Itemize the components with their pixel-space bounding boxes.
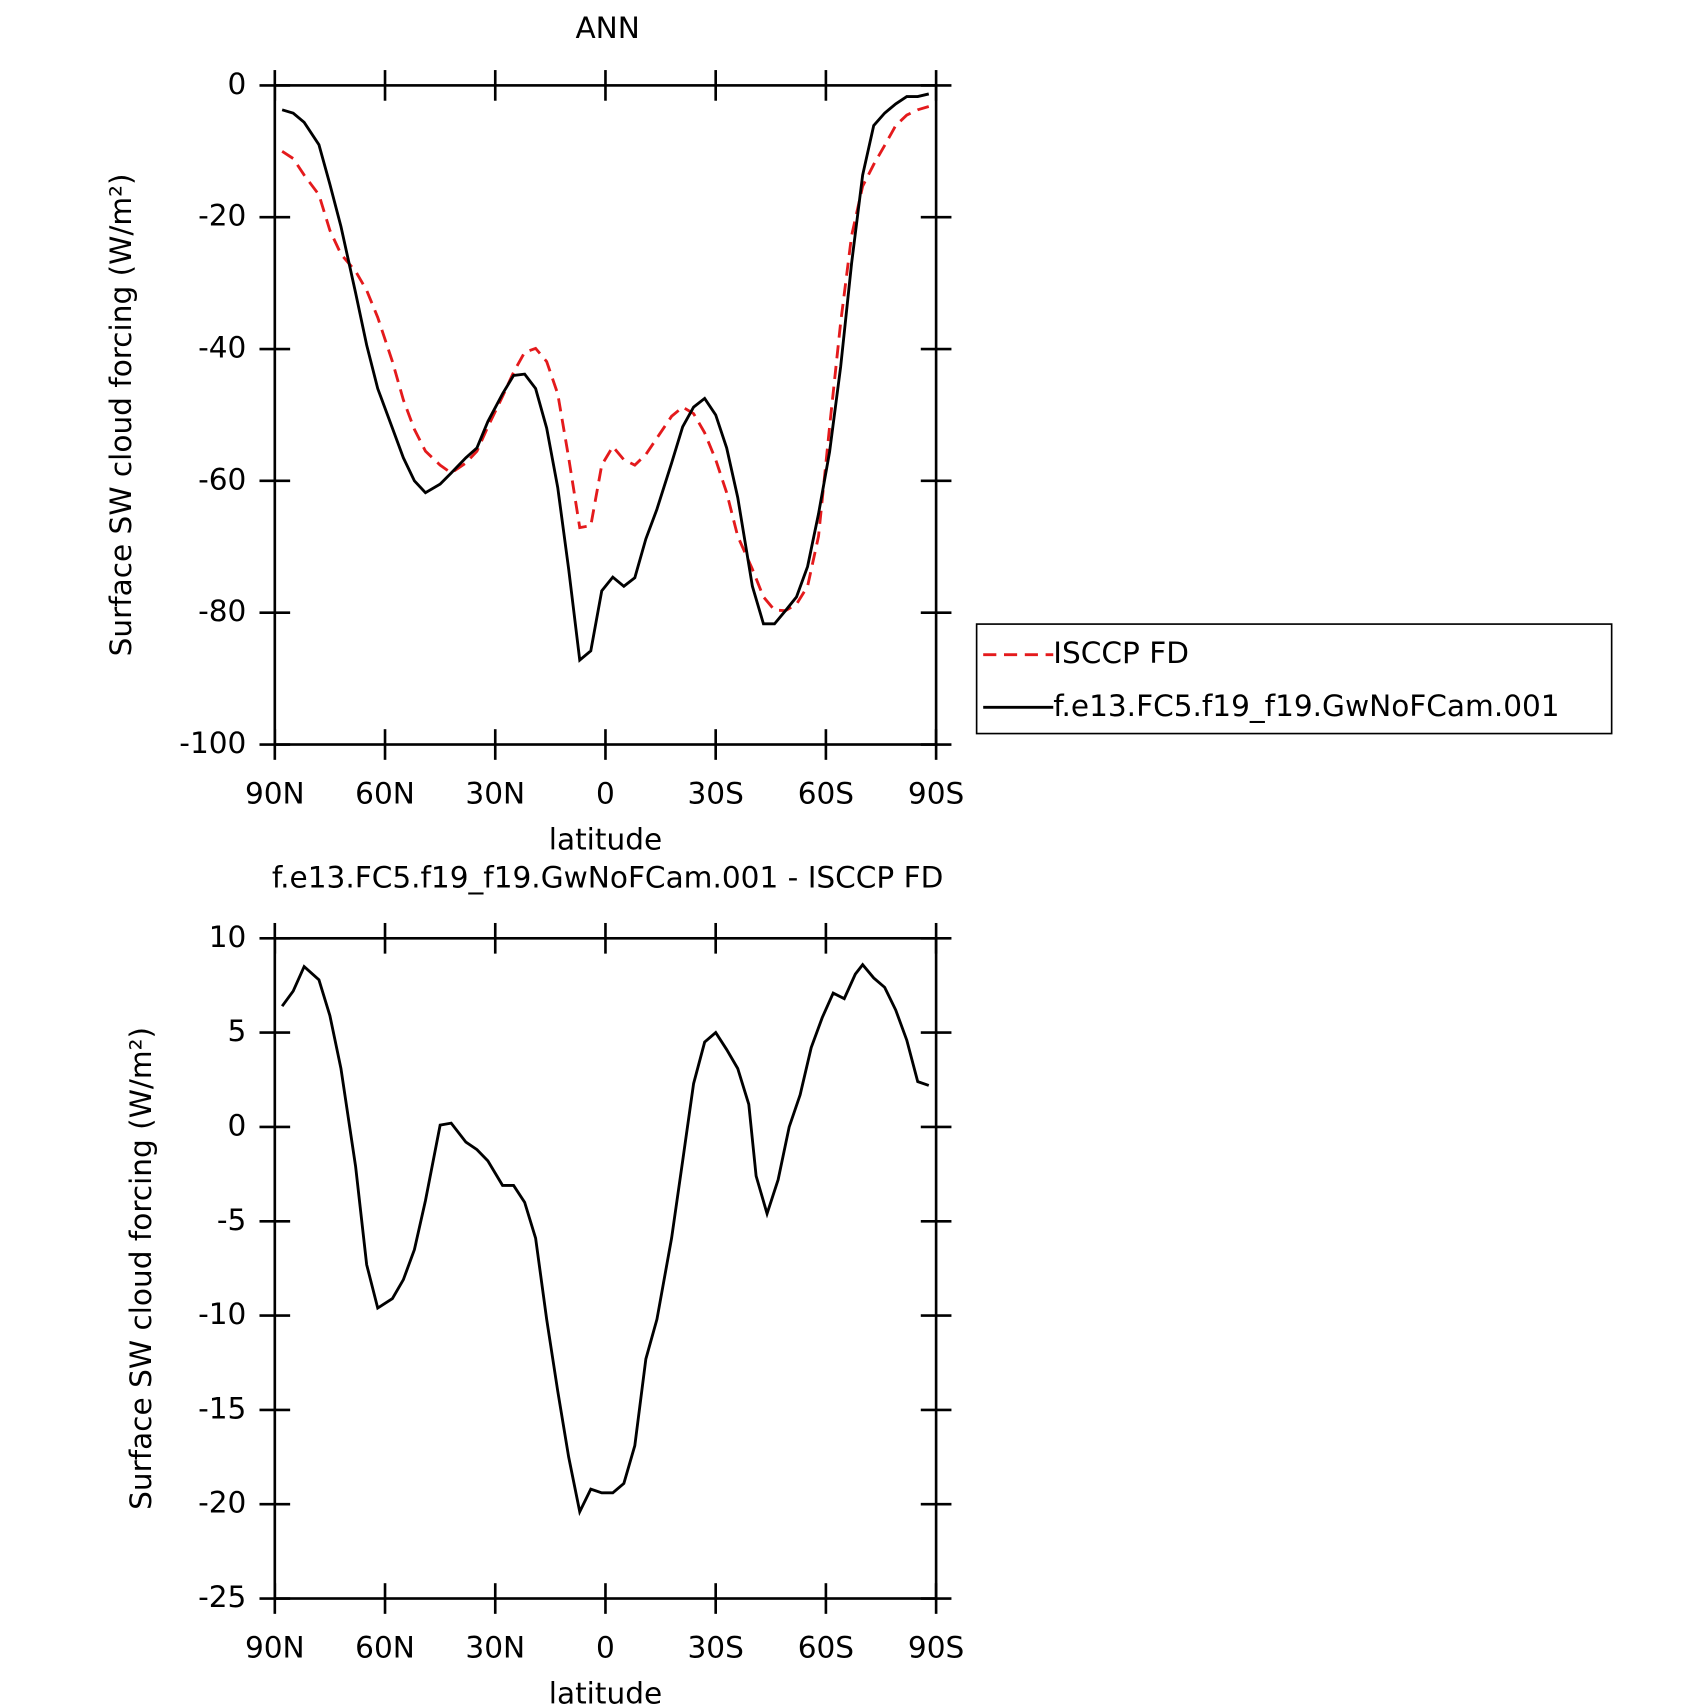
y-tick-label: -40 xyxy=(198,331,246,365)
data-line xyxy=(281,92,930,663)
y-tick-label: -100 xyxy=(179,726,246,760)
x-tick-label: 90N xyxy=(245,776,305,810)
chart-title: ANN xyxy=(575,11,639,45)
x-tick-label: 60N xyxy=(355,1630,415,1664)
x-tick-label: 60S xyxy=(798,776,854,810)
y-tick-label: 10 xyxy=(209,920,247,954)
data-line xyxy=(281,105,930,613)
y-tick-label: 0 xyxy=(228,67,247,101)
x-tick-label: 30S xyxy=(688,776,744,810)
y-axis-label: Surface SW cloud forcing (W/m²) xyxy=(124,1027,158,1510)
y-tick-label: -15 xyxy=(198,1391,246,1425)
data-line xyxy=(280,962,930,1517)
x-tick-label: 0 xyxy=(596,1630,615,1664)
plot-frame xyxy=(273,936,938,1600)
x-tick-label: 0 xyxy=(596,776,615,810)
x-tick-label: 90S xyxy=(908,776,964,810)
y-tick-label: -5 xyxy=(217,1203,246,1237)
y-tick-label: -80 xyxy=(198,594,246,628)
y-axis-label: Surface SW cloud forcing (W/m²) xyxy=(104,174,138,657)
x-tick-label: 90N xyxy=(245,1630,305,1664)
y-tick-label: 0 xyxy=(228,1108,247,1142)
y-tick-label: -10 xyxy=(198,1297,246,1331)
x-axis-label: latitude xyxy=(549,1676,662,1708)
x-tick-label: 60S xyxy=(798,1630,854,1664)
y-tick-label: -25 xyxy=(198,1580,246,1614)
legend-label: f.e13.FC5.f19_f19.GwNoFCam.001 xyxy=(1053,689,1559,723)
x-tick-label: 90S xyxy=(908,1630,964,1664)
legend-box xyxy=(975,623,1613,735)
x-tick-label: 60N xyxy=(355,776,415,810)
y-tick-label: -20 xyxy=(198,1486,246,1520)
x-tick-label: 30N xyxy=(465,1630,525,1664)
x-tick-label: 30S xyxy=(688,1630,744,1664)
y-tick-label: 5 xyxy=(228,1014,247,1048)
y-tick-label: -20 xyxy=(198,199,246,233)
x-tick-label: 30N xyxy=(465,776,525,810)
y-tick-label: -60 xyxy=(198,462,246,496)
plot-frame xyxy=(273,84,938,746)
chart-title: f.e13.FC5.f19_f19.GwNoFCam.001 - ISCCP F… xyxy=(272,861,943,895)
x-axis-label: latitude xyxy=(549,822,662,856)
legend-label: ISCCP FD xyxy=(1053,636,1189,670)
